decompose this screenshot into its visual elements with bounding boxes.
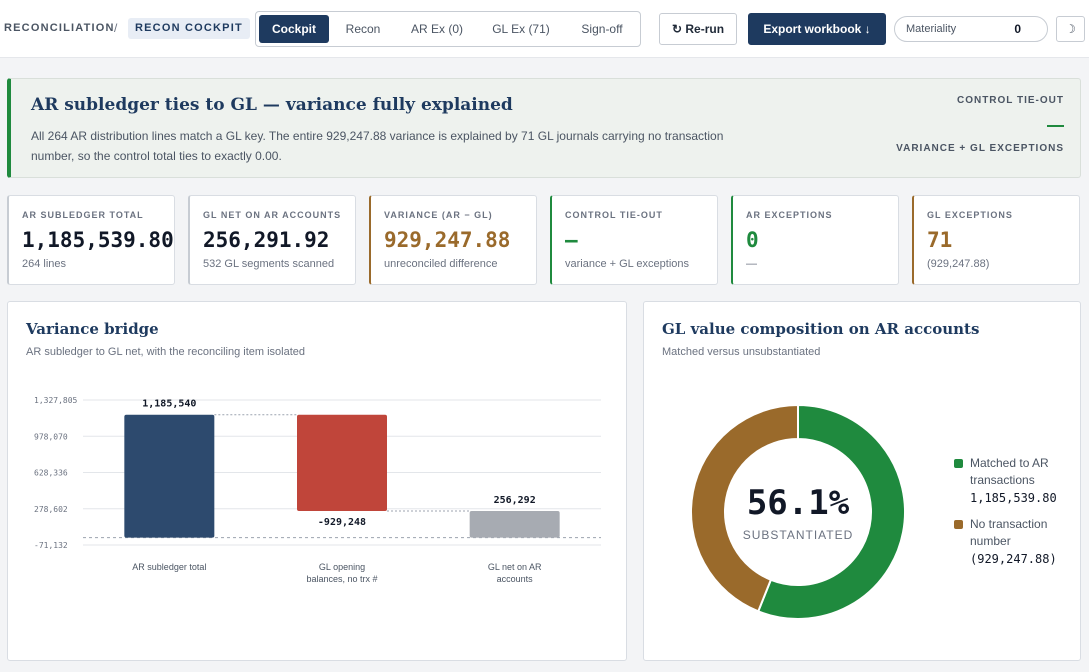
donut-center-value: 56.1% bbox=[747, 483, 850, 523]
y-tick-label: 628,336 bbox=[34, 469, 68, 478]
donut-center-label: SUBSTANTIATED bbox=[743, 528, 854, 542]
x-tick-label: GL opening bbox=[319, 562, 365, 572]
composition-donut-chart: 56.1% SUBSTANTIATED bbox=[690, 403, 906, 620]
breadcrumb-separator: / bbox=[114, 21, 118, 35]
bridge-bar bbox=[297, 414, 387, 512]
donut-slice bbox=[690, 403, 799, 613]
export-workbook-button[interactable]: Export workbook ↓ bbox=[748, 13, 886, 45]
tab-recon[interactable]: Recon bbox=[345, 22, 381, 36]
banner-control-title: CONTROL TIE-OUT bbox=[956, 95, 1064, 106]
tab-gl-exceptions[interactable]: GL Ex (71) bbox=[492, 22, 550, 36]
kpi-value: — bbox=[565, 228, 578, 252]
banner-control-sub: VARIANCE + GL EXCEPTIONS bbox=[896, 143, 1064, 154]
kpi-sub: (929,247.88) bbox=[927, 258, 990, 270]
kpi-label: AR SUBLEDGER TOTAL bbox=[22, 210, 144, 220]
kpi-ar-exceptions: AR EXCEPTIONS 0 — bbox=[731, 195, 899, 285]
bar-value-label: 1,185,540 bbox=[142, 399, 196, 410]
y-tick-label: 978,070 bbox=[34, 432, 68, 441]
kpi-label: VARIANCE (AR − GL) bbox=[384, 210, 493, 220]
materiality-label: Materiality bbox=[906, 23, 957, 35]
legend-label: No transaction number bbox=[970, 517, 1048, 548]
variance-bridge-panel: Variance bridge AR subledger to GL net, … bbox=[7, 301, 627, 661]
kpi-sub: unreconciled difference bbox=[384, 258, 498, 270]
kpi-gl-exceptions: GL EXCEPTIONS 71 (929,247.88) bbox=[912, 195, 1080, 285]
kpi-sub: — bbox=[746, 258, 757, 270]
kpi-variance: VARIANCE (AR − GL) 929,247.88 unreconcil… bbox=[369, 195, 537, 285]
variance-bridge-chart: -71,132 278,602 628,336 978,070 1,327,805 1,1… bbox=[34, 396, 601, 584]
x-tick-label: AR subledger total bbox=[132, 562, 206, 572]
panel-subtitle: AR subledger to GL net, with the reconci… bbox=[26, 346, 306, 358]
kpi-value: 1,185,539.80 bbox=[22, 228, 174, 252]
x-tick-label: balances, no trx # bbox=[306, 574, 377, 584]
kpi-sub: 264 lines bbox=[22, 258, 67, 270]
legend-value: 1,185,539.80 bbox=[970, 491, 1057, 505]
kpi-sub: variance + GL exceptions bbox=[565, 258, 690, 270]
y-tick-label: -71,132 bbox=[34, 541, 68, 550]
kpi-control-tie-out: CONTROL TIE-OUT — variance + GL exceptio… bbox=[550, 195, 718, 285]
kpi-gl-net: GL NET ON AR ACCOUNTS 256,291.92 532 GL … bbox=[188, 195, 356, 285]
x-tick-label: GL net on AR bbox=[488, 562, 542, 572]
banner-body: All 264 AR distribution lines match a GL… bbox=[31, 129, 724, 163]
kpi-sub: 532 GL segments scanned bbox=[203, 258, 335, 270]
banner-title: AR subledger ties to GL — variance fully… bbox=[31, 95, 513, 115]
materiality-value[interactable]: 0 bbox=[1014, 22, 1021, 36]
bar-value-label: 256,292 bbox=[494, 495, 536, 506]
breadcrumb-section[interactable]: RECONCILIATION bbox=[4, 22, 115, 34]
panel-title: Variance bridge bbox=[26, 320, 159, 338]
tab-ar-exceptions[interactable]: AR Ex (0) bbox=[410, 22, 463, 36]
moon-icon[interactable]: ☽ bbox=[1056, 16, 1085, 42]
breadcrumb-current: RECON COCKPIT bbox=[128, 18, 250, 39]
bar-value-label: -929,248 bbox=[318, 517, 366, 528]
donut-slice bbox=[756, 403, 906, 620]
kpi-value: 929,247.88 bbox=[384, 228, 511, 252]
y-tick-label: 1,327,805 bbox=[34, 396, 78, 405]
legend-swatch bbox=[954, 459, 963, 468]
bridge-bar bbox=[124, 414, 215, 538]
y-tick-label: 278,602 bbox=[34, 505, 68, 514]
tab-sign-off[interactable]: Sign-off bbox=[581, 22, 623, 36]
materiality-input[interactable]: Materiality 0 bbox=[894, 16, 1048, 42]
legend-swatch bbox=[954, 520, 963, 529]
gl-composition-panel: GL value composition on AR accounts Matc… bbox=[643, 301, 1081, 661]
rerun-button[interactable]: ↻ Re-run bbox=[659, 13, 737, 45]
bridge-bar bbox=[469, 511, 560, 538]
panel-title: GL value composition on AR accounts bbox=[662, 320, 980, 338]
legend-label: Matched to AR transactions bbox=[970, 456, 1049, 487]
view-tabs: Cockpit Recon AR Ex (0) GL Ex (71) Sign-… bbox=[255, 11, 641, 47]
kpi-label: GL EXCEPTIONS bbox=[927, 210, 1013, 220]
kpi-label: AR EXCEPTIONS bbox=[746, 210, 833, 220]
kpi-value: 256,291.92 bbox=[203, 228, 330, 252]
panel-subtitle: Matched versus unsubstantiated bbox=[662, 346, 821, 358]
tab-cockpit[interactable]: Cockpit bbox=[259, 15, 329, 43]
kpi-value: 0 bbox=[746, 228, 759, 252]
kpi-label: GL NET ON AR ACCOUNTS bbox=[203, 210, 342, 220]
top-bar: RECONCILIATION / RECON COCKPIT Cockpit R… bbox=[0, 0, 1089, 58]
kpi-label: CONTROL TIE-OUT bbox=[565, 210, 663, 220]
banner-control-value bbox=[1047, 125, 1064, 127]
x-tick-label: accounts bbox=[497, 574, 534, 584]
status-banner: AR subledger ties to GL — variance fully… bbox=[7, 78, 1081, 178]
kpi-value: 71 bbox=[927, 228, 953, 252]
kpi-ar-subledger-total: AR SUBLEDGER TOTAL 1,185,539.80 264 line… bbox=[7, 195, 175, 285]
legend-value: (929,247.88) bbox=[970, 552, 1057, 566]
